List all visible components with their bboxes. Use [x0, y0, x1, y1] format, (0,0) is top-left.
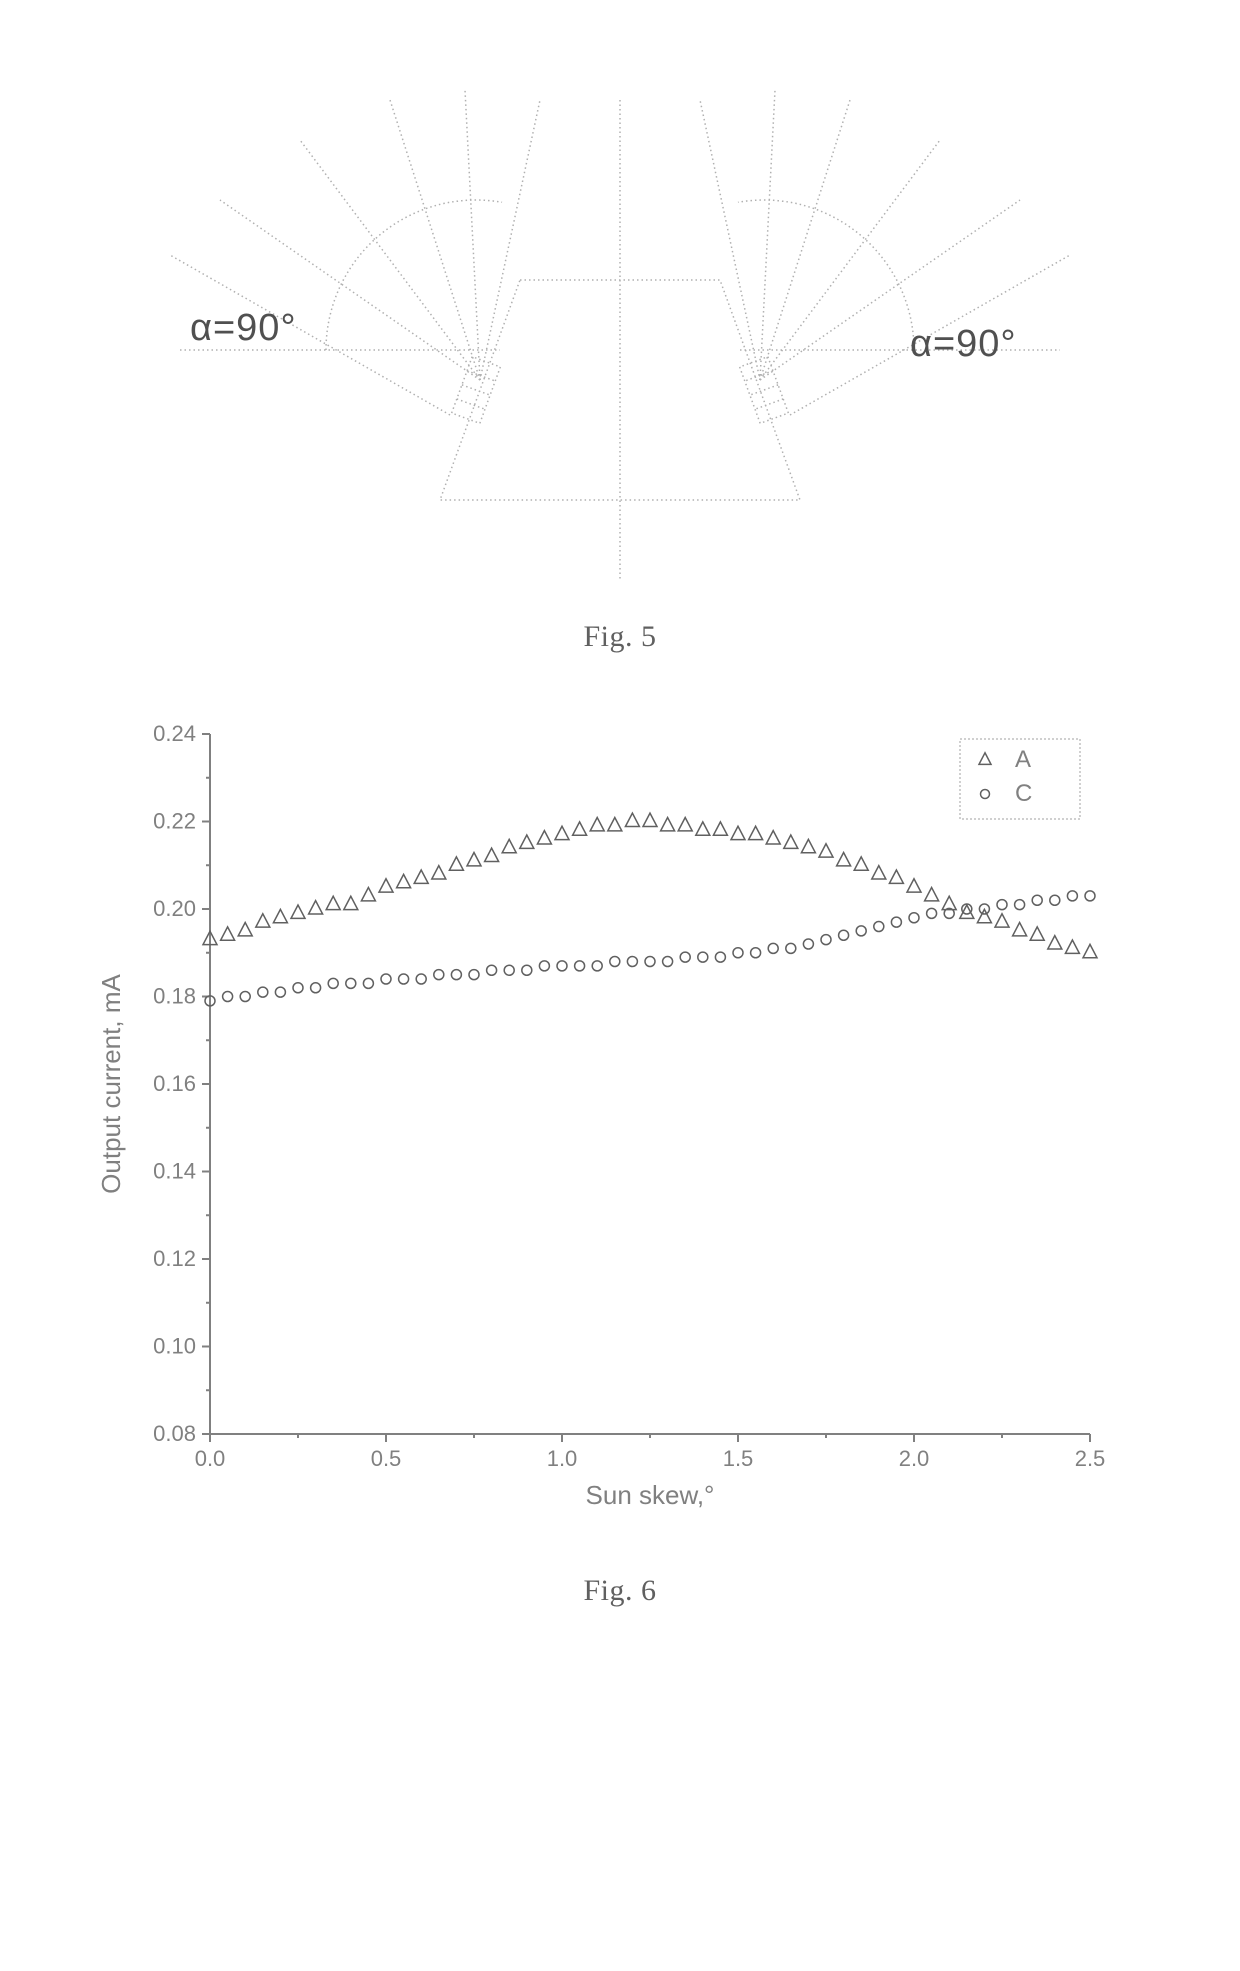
figure-6-caption: Fig. 6: [20, 1574, 1220, 1608]
alpha-right-label: α=90°: [910, 323, 1017, 365]
x-axis-label: Sun skew,°: [586, 1480, 715, 1510]
svg-text:0.10: 0.10: [153, 1334, 196, 1359]
figure-6-block: 0.08 0.10 0.12 0.14 0.16 0.18 0.20 0.22 0.24 0.0 0…: [20, 694, 1220, 1608]
svg-text:0.24: 0.24: [153, 721, 196, 746]
svg-text:0.20: 0.20: [153, 896, 196, 921]
svg-text:0.5: 0.5: [371, 1446, 402, 1471]
svg-text:2.0: 2.0: [899, 1446, 930, 1471]
svg-text:0.12: 0.12: [153, 1246, 196, 1271]
figure-5-svg-container: α=90° α=90°: [20, 20, 1220, 600]
svg-text:0.18: 0.18: [153, 984, 196, 1009]
svg-text:1.0: 1.0: [547, 1446, 578, 1471]
figure-5-diagram: α=90° α=90°: [120, 20, 1120, 600]
figure-5-block: α=90° α=90° Fig. 5: [20, 20, 1220, 654]
svg-text:C: C: [1015, 780, 1032, 807]
series-C: [205, 891, 1095, 1006]
y-axis-label: Output current, mA: [96, 974, 126, 1194]
svg-text:2.5: 2.5: [1075, 1446, 1106, 1471]
figure-6-svg-container: 0.08 0.10 0.12 0.14 0.16 0.18 0.20 0.22 0.24 0.0 0…: [20, 694, 1220, 1554]
figure-6-chart: 0.08 0.10 0.12 0.14 0.16 0.18 0.20 0.22 0.24 0.0 0…: [70, 694, 1170, 1554]
svg-text:0.08: 0.08: [153, 1421, 196, 1446]
legend: AC: [960, 739, 1080, 819]
svg-text:0.22: 0.22: [153, 809, 196, 834]
svg-text:0.14: 0.14: [153, 1159, 196, 1184]
series-A: [203, 813, 1097, 958]
figure-5-caption: Fig. 5: [20, 620, 1220, 654]
svg-text:0.0: 0.0: [195, 1446, 226, 1471]
svg-text:1.5: 1.5: [723, 1446, 754, 1471]
svg-text:A: A: [1015, 746, 1031, 773]
svg-text:0.16: 0.16: [153, 1071, 196, 1096]
alpha-left-label: α=90°: [190, 307, 297, 349]
